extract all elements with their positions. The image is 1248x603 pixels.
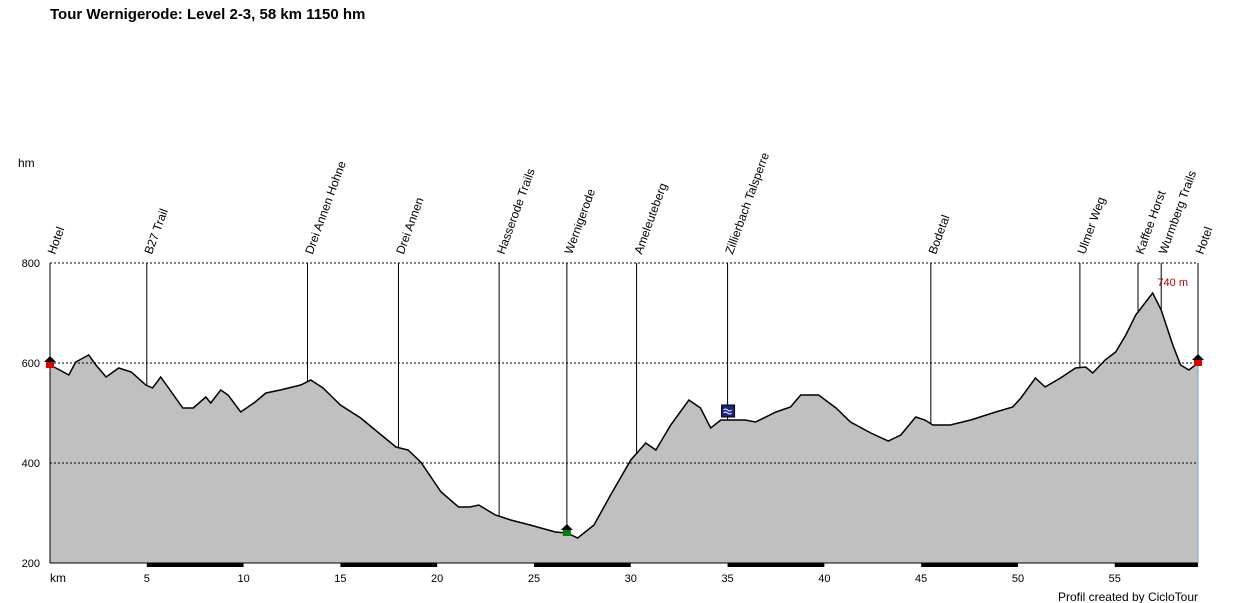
x-tick-label: 40 — [818, 573, 830, 585]
x-tick-label: 20 — [431, 573, 443, 585]
x-tick-label: 5 — [144, 573, 150, 585]
y-tick-label: 800 — [22, 258, 40, 270]
marker-icon — [1194, 360, 1202, 366]
waypoint-label: Ameleuteberg — [631, 181, 670, 256]
axis-band — [1114, 563, 1198, 567]
x-tick-label: 50 — [1012, 573, 1024, 585]
footer: Profil created by CicloTour — [1058, 590, 1198, 603]
axis-band — [533, 563, 631, 567]
x-tick-label: 15 — [334, 573, 346, 585]
waypoint-label: Wurmberg Trails — [1156, 169, 1199, 256]
marker-icon — [1192, 354, 1204, 360]
x-tick-label: 25 — [528, 573, 540, 585]
y-tick-label: 400 — [22, 458, 40, 470]
marker-icon — [46, 362, 54, 368]
waypoint-label: Hotel — [1193, 225, 1216, 256]
waypoint-label: Drei Annen Hohne — [302, 159, 349, 256]
x-tick-label: 55 — [1109, 573, 1121, 585]
waypoint-label: Drei Annen — [393, 195, 426, 256]
x-axis-label: km — [50, 571, 66, 585]
x-tick-label: 10 — [237, 573, 249, 585]
water-icon — [723, 408, 732, 415]
axis-band — [340, 563, 438, 567]
peak-label: 740 m — [1157, 277, 1188, 289]
axis-band — [921, 563, 1018, 567]
waypoint-label: Hasserode Trails — [494, 167, 538, 256]
x-tick-label: 30 — [625, 573, 637, 585]
marker-icon — [560, 524, 573, 530]
marker-icon — [562, 530, 571, 536]
y-axis-label: hm — [18, 156, 35, 170]
waypoint-label: B27 Trail — [141, 207, 170, 256]
y-tick-label: 600 — [22, 358, 40, 370]
waypoint-label: Bodetal — [926, 213, 953, 256]
waypoint-label: Ulmer Weg — [1075, 195, 1109, 256]
x-tick-label: 45 — [915, 573, 927, 585]
axis-band — [727, 563, 825, 567]
waypoint-label: Hotel — [45, 225, 68, 256]
waypoint-label: Wernigerode — [562, 187, 599, 256]
y-tick-label: 200 — [22, 558, 40, 570]
x-tick-label: 35 — [721, 573, 733, 585]
axis-band — [146, 563, 244, 567]
area-fill — [50, 293, 1198, 563]
waypoint-label: Zillierbach Talsperre — [722, 150, 772, 256]
profile-line — [49, 291, 1199, 539]
chart-title: Tour Wernigerode: Level 2-3, 58 km 1150 … — [50, 6, 365, 23]
marker-icon — [44, 356, 56, 362]
